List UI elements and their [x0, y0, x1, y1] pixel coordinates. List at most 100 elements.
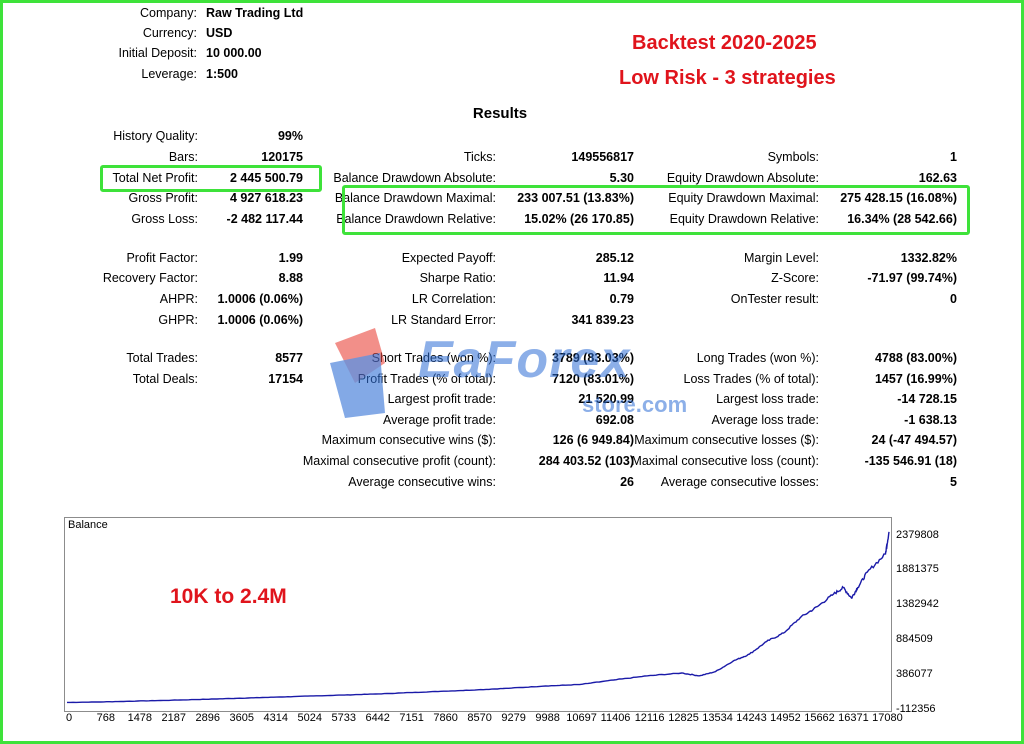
drawdown-highlight	[342, 185, 970, 235]
stat-col3-13-value: 5	[950, 475, 957, 489]
x-tick-label: 12825	[668, 712, 699, 724]
stat-col2-4-label: Expected Payoff:	[401, 251, 496, 265]
stat-col1-8-value: 1.0006 (0.06%)	[217, 313, 303, 327]
stat-col3-12-label: Maximal consecutive loss (count):	[631, 454, 819, 468]
stat-col2-10-value: 21 520.99	[578, 392, 634, 406]
stat-col3-11-label: Maximum consecutive losses ($):	[634, 433, 819, 447]
stat-col2-2-value: 233 007.51 (13.83%)	[517, 191, 634, 205]
stat-col3-3-label: Equity Drawdown Relative:	[669, 212, 819, 226]
stat-col1-3-value: 4 927 618.23	[230, 191, 303, 205]
stat-col2-0-label: Ticks:	[463, 150, 496, 164]
stat-col2-3-value: 15.02% (26 170.85)	[524, 212, 634, 226]
stat-col3-10-label: Average loss trade:	[711, 413, 819, 427]
chart-annotation: 10K to 2.4M	[170, 585, 287, 608]
stat-col3-13-label: Average consecutive losses:	[660, 475, 819, 489]
balance-chart-svg	[67, 531, 890, 704]
x-tick-label: 15662	[804, 712, 835, 724]
watermark-text: EaForex	[418, 331, 631, 389]
stat-col2-5-value: 11.94	[603, 271, 634, 285]
stat-col3-11-value: 24 (-47 494.57)	[871, 433, 957, 447]
results-title: Results	[472, 105, 528, 122]
stat-col1-4-label: Gross Loss:	[131, 212, 198, 226]
net-profit-highlight	[100, 165, 322, 192]
stat-col2-2-label: Balance Drawdown Maximal:	[334, 191, 496, 205]
stat-col2-7-value: 341 839.23	[571, 313, 634, 327]
currency-value: USD	[206, 26, 233, 40]
stat-col3-0-value: 1	[950, 150, 957, 164]
x-tick-label: 10697	[566, 712, 597, 724]
x-tick-label: 9279	[501, 712, 526, 724]
deposit-label: Initial Deposit:	[118, 46, 197, 60]
stat-col1-2-label: Total Net Profit:	[112, 171, 198, 185]
stat-col2-13-value: 284 403.52 (103)	[538, 454, 634, 468]
promo-title: Backtest 2020-2025	[632, 32, 817, 54]
x-tick-label: 17080	[872, 712, 903, 724]
stat-col2-10-label: Largest profit trade:	[387, 392, 496, 406]
currency-label: Currency:	[142, 26, 197, 40]
stat-col1-10-label: Total Deals:	[132, 372, 198, 386]
chart-title: Balance	[68, 519, 108, 531]
company-value: Raw Trading Ltd	[206, 6, 304, 20]
y-tick-label: -112356	[896, 703, 936, 715]
stat-col2-11-value: 692.08	[595, 413, 634, 427]
stat-col1-4-value: -2 482 117.44	[226, 212, 303, 226]
x-tick-label: 3605	[229, 712, 254, 724]
x-tick-label: 11406	[600, 712, 631, 724]
stat-col2-11-label: Average profit trade:	[382, 413, 496, 427]
stat-col2-1-value: 5.30	[609, 171, 634, 185]
x-tick-label: 14952	[770, 712, 801, 724]
x-tick-label: 5024	[297, 712, 322, 724]
x-tick-label: 6442	[365, 712, 390, 724]
x-tick-label: 13534	[702, 712, 733, 724]
stat-col2-9-value: 7120 (83.01%)	[551, 372, 634, 386]
deposit-value: 10 000.00	[206, 46, 262, 60]
x-tick-label: 7151	[399, 712, 424, 724]
stat-col2-12-label: Maximum consecutive wins ($):	[321, 433, 496, 447]
stat-col2-8-value: 3789 (83.03%)	[551, 351, 634, 365]
balance-line	[67, 531, 890, 704]
stat-col1-0-value: 99%	[277, 129, 303, 143]
x-tick-label: 4314	[263, 712, 288, 724]
x-tick-label: 16371	[838, 712, 869, 724]
stat-col2-14-value: 26	[620, 475, 634, 489]
stat-col2-8-label: Short Trades (won %):	[371, 351, 496, 365]
stat-col2-4-value: 285.12	[595, 251, 634, 265]
stat-col3-5-value: -71.97 (99.74%)	[867, 271, 957, 285]
stat-col3-7-label: Long Trades (won %):	[696, 351, 819, 365]
stat-col1-0-label: History Quality:	[113, 129, 198, 143]
stat-col3-3-value: 16.34% (28 542.66)	[847, 212, 957, 226]
promo-subtitle: Low Risk - 3 strategies	[619, 67, 836, 89]
stat-col3-2-value: 275 428.15 (16.08%)	[840, 191, 957, 205]
stat-col2-7-label: LR Standard Error:	[391, 313, 496, 327]
stat-col3-6-label: OnTester result:	[730, 292, 819, 306]
stat-col1-6-label: Recovery Factor:	[102, 271, 198, 285]
leverage-value: 1:500	[206, 67, 238, 81]
leverage-label: Leverage:	[141, 67, 197, 81]
stat-col1-7-label: AHPR:	[159, 292, 198, 306]
stat-col2-0-value: 149556817	[571, 150, 634, 164]
stat-col2-6-label: LR Correlation:	[411, 292, 496, 306]
x-tick-label: 7860	[433, 712, 458, 724]
x-tick-label: 5733	[331, 712, 356, 724]
stat-col1-1-label: Bars:	[168, 150, 198, 164]
stat-col3-8-value: 1457 (16.99%)	[874, 372, 957, 386]
stat-col3-4-value: 1332.82%	[900, 251, 957, 265]
stat-col3-8-label: Loss Trades (% of total):	[683, 372, 819, 386]
stat-col1-6-value: 8.88	[278, 271, 303, 285]
stat-col1-1-value: 120175	[261, 150, 303, 164]
x-tick-label: 12116	[634, 712, 665, 724]
stat-col2-13-label: Maximal consecutive profit (count):	[302, 454, 496, 468]
stat-col3-1-label: Equity Drawdown Absolute:	[666, 171, 819, 185]
stat-col1-5-value: 1.99	[278, 251, 303, 265]
y-tick-label: 386077	[896, 668, 933, 681]
stat-col2-5-label: Sharpe Ratio:	[419, 271, 496, 285]
stat-col2-9-label: Profit Trades (% of total):	[357, 372, 496, 386]
stat-col1-5-label: Profit Factor:	[126, 251, 198, 265]
company-label: Company:	[140, 6, 197, 20]
x-tick-label: 768	[96, 712, 115, 724]
stat-col2-6-value: 0.79	[609, 292, 634, 306]
stat-col3-10-value: -1 638.13	[904, 413, 957, 427]
stat-col3-1-value: 162.63	[918, 171, 957, 185]
balance-chart	[64, 517, 892, 712]
stat-col3-9-label: Largest loss trade:	[716, 392, 819, 406]
